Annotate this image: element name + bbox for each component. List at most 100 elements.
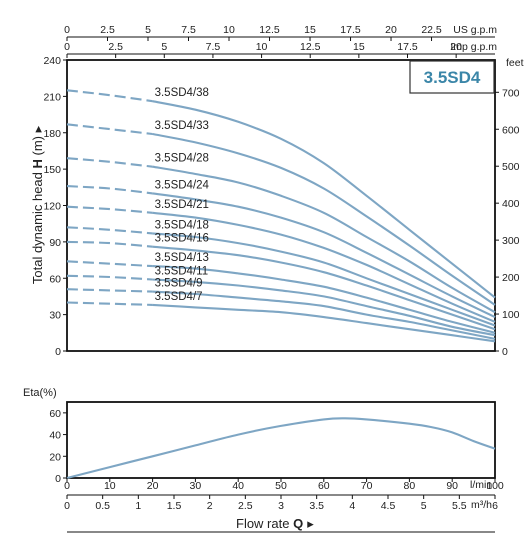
imp-gpm-tick-label: 0 (64, 41, 70, 53)
head-tick-label: 120 (43, 201, 61, 213)
head-curve (152, 303, 496, 343)
head-tick-label: 30 (49, 310, 61, 322)
head-curve-dashed (66, 185, 153, 195)
head-curve (152, 278, 496, 337)
us-gpm-label: US g.p.m (453, 24, 497, 36)
eta-axis: 0 20 40 60 (49, 408, 67, 485)
imp-gpm-tick-label: 15 (353, 41, 365, 53)
imp-gpm-tick-label: 5 (161, 41, 167, 53)
curve-label: 3.5SD4/28 (155, 153, 209, 165)
head-tick-label: 60 (49, 273, 61, 285)
feet-tick-label: 300 (502, 235, 520, 247)
feet-axis: 0 100 200 300 400 500 600 700 (495, 87, 520, 358)
us-gpm-tick-label: 7.5 (181, 24, 196, 36)
head-curve (152, 245, 496, 331)
lmin-tick-label: 0 (64, 480, 70, 492)
lmin-tick-label: 10 (104, 480, 116, 492)
eta-tick-label: 20 (49, 451, 61, 463)
head-curve (152, 290, 496, 340)
head-curve-dashed (66, 123, 153, 136)
head-axis-title-text: Total dynamic head (30, 169, 45, 285)
curve-label: 3.5SD4/21 (155, 199, 209, 211)
m3h-unit-label: m³/h (471, 499, 492, 511)
model-badge: 3.5SD4 (409, 60, 495, 94)
head-curve-dashed (66, 288, 153, 293)
efficiency-curve (66, 417, 496, 480)
head-curve (152, 132, 496, 306)
lmin-tick-label: 30 (190, 480, 202, 492)
us-gpm-tick-label: 10 (223, 24, 235, 36)
eta-plot-frame (66, 401, 496, 479)
head-curve-dashed (66, 157, 153, 168)
m3h-tick-label: 4 (349, 500, 355, 512)
m3h-tick-label: 1 (135, 500, 141, 512)
m3h-tick-label: 5.5 (452, 500, 467, 512)
m3h-tick-label: 6 (492, 500, 498, 512)
head-curve-dashed (66, 240, 153, 248)
us-gpm-tick-label: 17.5 (340, 24, 361, 36)
lmin-tick-label: 20 (147, 480, 159, 492)
eta-tick-label: 40 (49, 430, 61, 442)
flow-rate-symbol: Q (293, 516, 303, 531)
m3h-tick-label: 5 (421, 500, 427, 512)
head-curve (152, 100, 496, 299)
eta-curve-group (66, 417, 496, 480)
lmin-tick-label: 90 (446, 480, 458, 492)
lmin-tick-label: 50 (275, 480, 287, 492)
eta-axis-label: Eta(%) (23, 387, 57, 399)
head-curve-dashed (66, 89, 153, 103)
feet-tick-label: 0 (502, 346, 508, 358)
flow-rate-arrow: ▸ (307, 516, 314, 531)
lmin-tick-label: 70 (361, 480, 373, 492)
bottom-flow-axes: l/min m³/h Flow rate Q ▸ 0 10 20 30 40 50 60 70 8… (64, 478, 504, 533)
imp-gpm-tick-label: 7.5 (206, 41, 221, 53)
lmin-tick-label: 60 (318, 480, 330, 492)
curve-label: 3.5SD4/16 (155, 233, 209, 245)
head-curve-dashed (66, 301, 153, 306)
head-curve (152, 232, 496, 327)
us-gpm-tick-label: 0 (64, 24, 70, 36)
lmin-tick-label: 80 (404, 480, 416, 492)
us-gpm-tick-label: 5 (145, 24, 151, 36)
flow-rate-title-text: Flow rate (236, 516, 293, 531)
head-tick-label: 180 (43, 128, 61, 140)
curve-label: 3.5SD4/7 (155, 291, 203, 303)
eta-tick-label: 60 (49, 408, 61, 420)
us-gpm-tick-label: 15 (304, 24, 316, 36)
head-curve-dashed (66, 274, 153, 281)
imp-gpm-tick-label: 12.5 (300, 41, 321, 53)
head-curve (152, 265, 496, 334)
lmin-tick-label: 100 (486, 480, 504, 492)
head-axis-title: Total dynamic head H (m) ▸ (30, 125, 45, 284)
model-badge-box (409, 60, 495, 94)
head-axis: 0 30 60 90 120 150 180 210 240 (43, 55, 67, 358)
us-gpm-tick-label: 2.5 (100, 24, 115, 36)
curve-label: 3.5SD4/9 (155, 278, 203, 290)
imp-gpm-tick-label: 10 (256, 41, 268, 53)
lmin-tick-label: 40 (232, 480, 244, 492)
curve-label: 3.5SD4/33 (155, 120, 209, 132)
head-curve (152, 192, 496, 319)
imp-gpm-tick-label: 17.5 (397, 41, 418, 53)
m3h-tick-label: 0 (64, 500, 70, 512)
head-curve-dashed (66, 205, 153, 214)
us-gpm-tick-label: 20 (385, 24, 397, 36)
m3h-tick-label: 4.5 (381, 500, 396, 512)
head-tick-label: 90 (49, 237, 61, 249)
head-tick-label: 210 (43, 91, 61, 103)
model-badge-text: 3.5SD4 (424, 68, 481, 87)
m3h-tick-label: 3 (278, 500, 284, 512)
lmin-unit-label: l/min (470, 479, 492, 491)
head-curve-dashed (66, 226, 153, 235)
head-axis-symbol: H (30, 159, 45, 168)
feet-tick-label: 100 (502, 309, 520, 321)
curve-labels: 3.5SD4/38 3.5SD4/33 3.5SD4/28 3.5SD4/24 3.5S… (155, 87, 210, 303)
feet-axis-label: feet (506, 57, 524, 69)
imp-gpm-tick-label: 20 (450, 41, 462, 53)
m3h-tick-label: 2.5 (238, 500, 253, 512)
head-tick-label: 240 (43, 55, 61, 67)
feet-tick-label: 400 (502, 198, 520, 210)
imp-gpm-label: Imp g.p.m (450, 41, 497, 53)
